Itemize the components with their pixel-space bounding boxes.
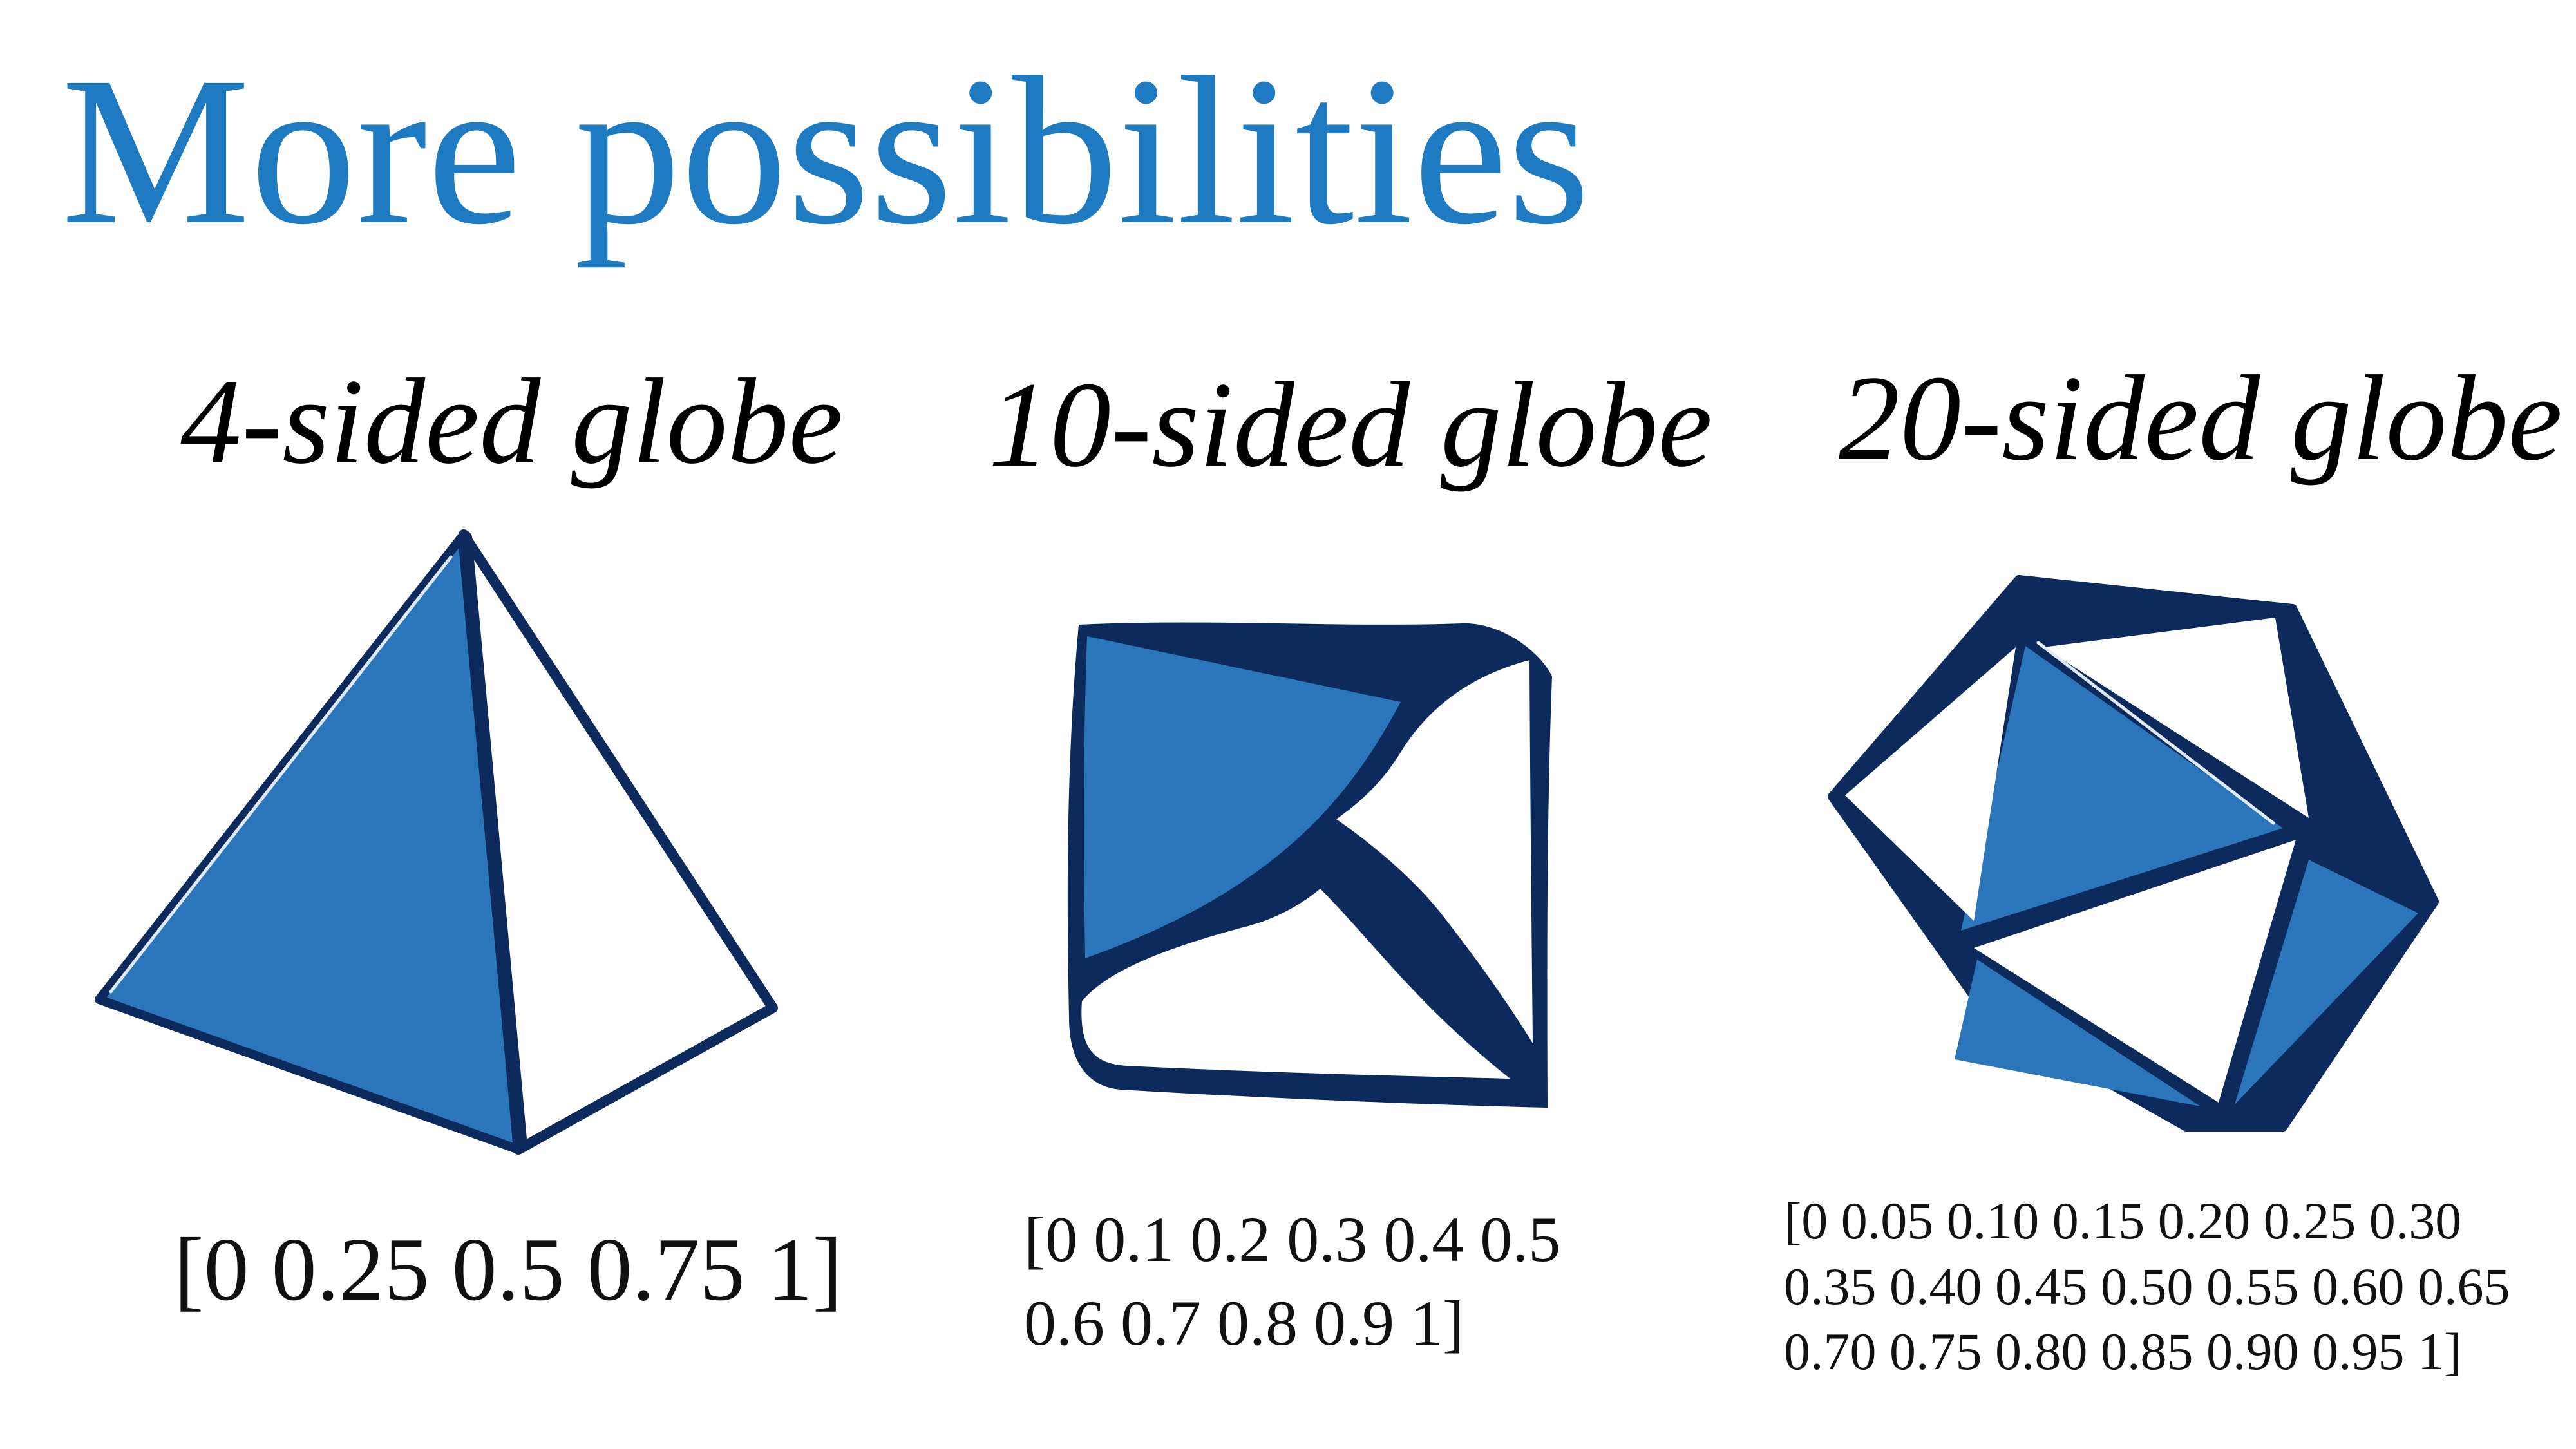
icosahedron-blue-face-bottom-left — [1955, 960, 2201, 1106]
heading-10-sided-globe: 10-sided globe — [989, 357, 1712, 493]
decahedron-blue-face — [1084, 636, 1401, 958]
slide-title: More possibilities — [61, 33, 1591, 269]
heading-4-sided-globe: 4-sided globe — [180, 354, 843, 489]
heading-20-sided-globe: 20-sided globe — [1839, 351, 2562, 486]
icosahedron-white-face-left — [1845, 647, 2016, 921]
icosahedron-blue-face-top — [1961, 646, 2283, 931]
icosahedron-highlight-edge — [2036, 641, 2275, 825]
tetrahedron-center-edge — [458, 531, 527, 1153]
decahedron-globe-illustration — [1067, 622, 1552, 1108]
sequence-line: 0.70 0.75 0.80 0.85 0.90 0.95 1] — [1784, 1322, 2462, 1381]
sequence-20-sided: [0 0.05 0.10 0.15 0.20 0.25 0.30 0.35 0.… — [1784, 1188, 2510, 1385]
icosahedron-white-face-center — [1974, 840, 2296, 1103]
sequence-line: 0.6 0.7 0.8 0.9 1] — [1024, 1287, 1464, 1359]
sequence-line: [0 0.05 0.10 0.15 0.20 0.25 0.30 — [1784, 1191, 2462, 1250]
decahedron-white-face-right — [1336, 660, 1533, 1043]
sequence-line: [0 0.1 0.2 0.3 0.4 0.5 — [1024, 1204, 1561, 1275]
icosahedron-white-face-top — [2043, 618, 2309, 818]
icosahedron-globe-illustration — [1828, 575, 2439, 1132]
tetrahedron-globe-illustration — [95, 529, 778, 1155]
sequence-line: [0 0.25 0.5 0.75 1] — [174, 1220, 843, 1320]
tetrahedron-blue-face — [95, 530, 523, 1154]
icosahedron-blue-face-bottom-right — [2235, 860, 2418, 1104]
sequence-10-sided: [0 0.1 0.2 0.3 0.4 0.5 0.6 0.7 0.8 0.9 1… — [1024, 1198, 1560, 1365]
decahedron-white-face-bottom — [1081, 889, 1510, 1079]
sequence-line: 0.35 0.40 0.45 0.50 0.55 0.60 0.65 — [1784, 1256, 2510, 1316]
tetrahedron-highlight-edge — [109, 555, 453, 994]
sequence-4-sided: [0 0.25 0.5 0.75 1] — [174, 1220, 842, 1320]
